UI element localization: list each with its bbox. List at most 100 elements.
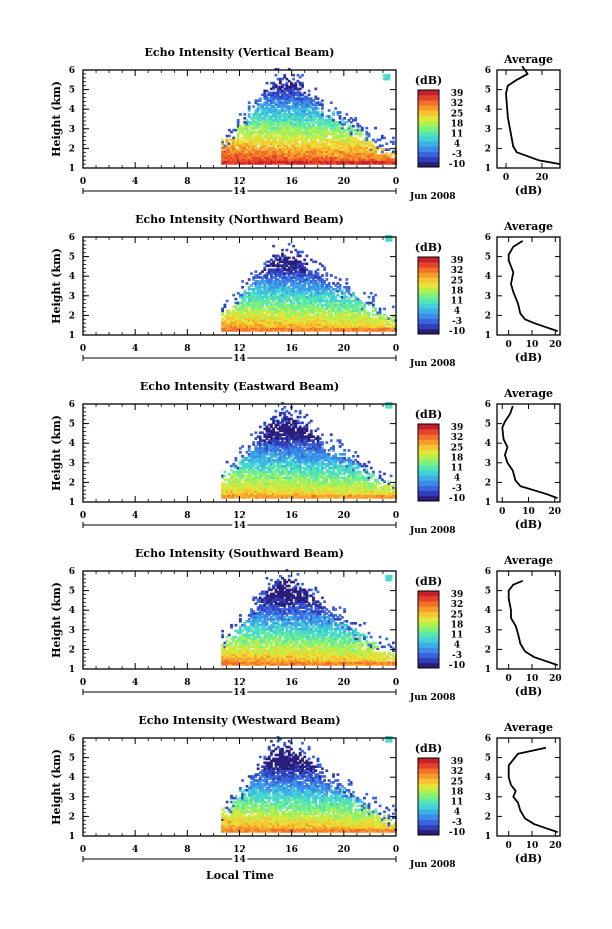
heatmap-cell xyxy=(272,321,275,324)
heatmap-cell xyxy=(321,150,324,153)
heatmap-cell xyxy=(254,288,258,291)
heatmap-cell xyxy=(374,307,377,311)
heatmap-cell xyxy=(281,124,284,128)
heatmap-cell xyxy=(274,111,278,114)
heatmap-cell xyxy=(387,158,391,161)
heatmap-cell xyxy=(334,134,338,138)
heatmap-cell xyxy=(258,119,262,122)
heatmap-cell xyxy=(225,494,229,497)
heatmap-cell xyxy=(378,154,382,157)
heatmap-cell xyxy=(272,295,275,299)
heatmap-cell xyxy=(276,464,280,468)
heatmap-cell xyxy=(261,278,264,281)
heatmap-cell xyxy=(325,154,329,157)
heatmap-cell xyxy=(367,156,371,159)
heatmap-cell xyxy=(314,289,318,293)
heatmap-cell xyxy=(283,278,287,281)
heatmap-cell xyxy=(267,280,271,283)
heatmap-cell xyxy=(287,99,291,102)
heatmap-cell xyxy=(234,154,238,157)
heatmap-cell xyxy=(301,122,304,126)
heatmap-cell xyxy=(367,301,371,305)
heatmap-cell xyxy=(247,162,251,165)
heatmap-cell xyxy=(278,264,282,267)
heatmap-cell xyxy=(298,455,302,458)
heatmap-cell xyxy=(305,443,309,446)
heatmap-cell xyxy=(223,150,227,153)
heatmap-cell xyxy=(323,152,326,155)
heatmap-cell xyxy=(272,460,275,464)
heatmap-cell xyxy=(365,148,369,151)
heatmap-cell xyxy=(303,496,307,499)
heatmap-cell xyxy=(250,453,253,456)
heatmap-cell xyxy=(250,303,253,307)
heatmap-cell xyxy=(318,150,322,153)
heatmap-cell xyxy=(285,490,289,493)
heatmap-cell xyxy=(356,144,360,148)
heatmap-cell xyxy=(336,140,340,144)
heatmap-cell xyxy=(387,329,391,332)
heatmap-cell xyxy=(281,272,284,275)
heatmap-cell xyxy=(316,276,320,279)
heatmap-cell xyxy=(312,150,315,153)
heatmap-cell xyxy=(276,162,280,165)
heatmap-cell xyxy=(329,119,333,122)
heatmap-cell xyxy=(301,433,304,436)
heatmap-cell xyxy=(254,270,258,273)
heatmap-cell xyxy=(254,313,258,316)
heatmap-cell xyxy=(305,439,309,442)
heatmap-cell xyxy=(232,313,236,316)
heatmap-cell xyxy=(343,148,346,151)
heatmap-cell xyxy=(274,451,278,454)
heatmap-cell xyxy=(287,476,291,480)
heatmap-cell xyxy=(223,478,227,482)
heatmap-cell xyxy=(256,124,260,128)
heatmap-cell xyxy=(278,274,282,277)
heatmap-cell xyxy=(298,309,302,313)
heatmap-cell xyxy=(287,122,291,126)
heatmap-cell xyxy=(270,445,273,448)
heatmap-cell xyxy=(281,466,284,470)
heatmap-cell xyxy=(276,315,280,318)
heatmap-cell xyxy=(303,323,307,326)
heatmap-cell xyxy=(301,441,304,444)
heatmap-cell xyxy=(272,453,275,456)
heatmap-cell xyxy=(338,156,342,159)
heatmap-cell xyxy=(356,160,360,163)
heatmap-cell xyxy=(263,486,267,489)
heatmap-cell xyxy=(343,291,346,295)
heatmap-cell xyxy=(298,425,302,429)
heatmap-cell xyxy=(341,327,344,330)
heatmap-cell xyxy=(298,75,302,79)
heatmap-cell xyxy=(307,124,311,128)
heatmap-cell xyxy=(283,101,287,104)
heatmap-cell xyxy=(256,122,260,126)
heatmap-cell xyxy=(374,162,377,165)
heatmap-cell xyxy=(276,160,280,163)
heatmap-cell xyxy=(301,437,304,440)
heatmap-cell xyxy=(338,278,342,281)
heatmap-cell xyxy=(352,291,355,295)
heatmap-cell xyxy=(336,158,340,161)
heatmap-cell xyxy=(274,484,278,487)
heatmap-cell xyxy=(296,103,300,106)
heatmap-cell xyxy=(281,270,284,273)
heatmap-cell xyxy=(265,286,269,289)
heatmap-cell xyxy=(270,301,273,305)
heatmap-cell xyxy=(276,266,280,269)
heatmap-cell xyxy=(227,480,231,483)
heatmap-cell xyxy=(349,323,353,326)
heatmap-cell xyxy=(256,451,260,454)
heatmap-cell xyxy=(298,476,302,480)
heatmap-cell xyxy=(334,152,338,155)
heatmap-cell xyxy=(230,323,233,326)
heatmap-cell xyxy=(287,158,291,161)
heatmap-cell xyxy=(263,115,267,118)
heatmap-cell xyxy=(367,140,371,144)
heatmap-cell xyxy=(241,494,244,497)
heatmap-cell xyxy=(241,327,244,330)
heatmap-cell xyxy=(272,303,275,307)
heatmap-cell xyxy=(287,453,291,456)
heatmap-cell xyxy=(274,256,278,260)
heatmap-cell xyxy=(292,97,295,100)
